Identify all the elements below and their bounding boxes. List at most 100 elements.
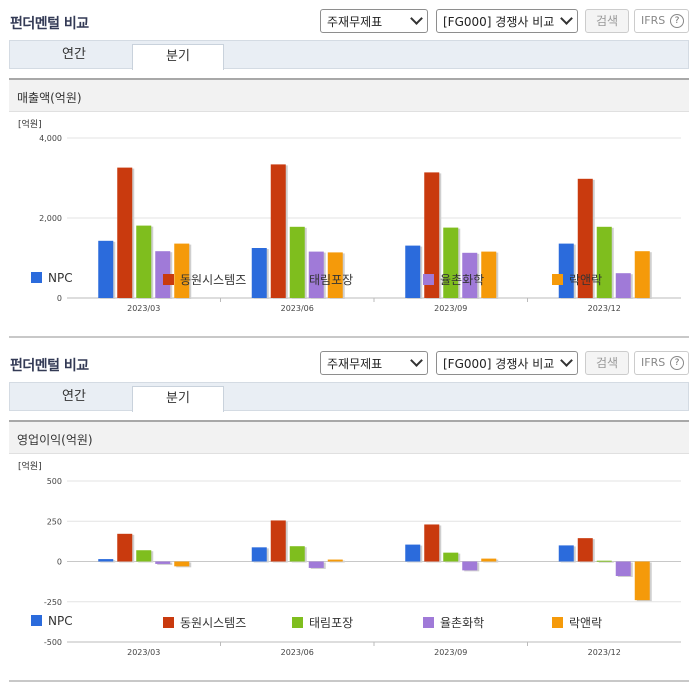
legend-swatch <box>552 617 563 628</box>
legend-swatch <box>31 615 42 626</box>
section-title: 펀더멘털 비교 <box>10 16 89 32</box>
bar[interactable] <box>577 178 593 298</box>
legend-item[interactable]: 락앤락 <box>552 271 602 288</box>
bar[interactable] <box>155 561 171 564</box>
y-unit-label: [억원] <box>18 118 42 130</box>
y-tick-label: 0 <box>57 558 62 567</box>
bar[interactable] <box>615 273 631 298</box>
search-button[interactable]: 검색 <box>585 9 629 33</box>
bar[interactable] <box>136 550 152 562</box>
legend-item[interactable]: 동원시스템즈 <box>163 271 246 288</box>
legend-item[interactable]: 동원시스템즈 <box>163 614 246 631</box>
y-tick-label: 0 <box>57 294 62 303</box>
bar[interactable] <box>596 226 612 298</box>
bar[interactable] <box>251 547 267 562</box>
bar[interactable] <box>308 561 324 568</box>
bar[interactable] <box>462 252 478 298</box>
bar[interactable] <box>481 251 497 298</box>
x-tick-label: 2023/09 <box>434 304 467 313</box>
fundamental-section-operating-income: 펀더멘털 비교 주재무제표 [FG000] 경쟁사 비교 검색 IFRS ? 연… <box>0 342 696 682</box>
legend-swatch <box>163 617 174 628</box>
section-header: 펀더멘털 비교 주재무제표 [FG000] 경쟁사 비교 검색 IFRS ? <box>0 342 696 382</box>
chart-panel-title: 영업이익(억원) <box>9 422 689 454</box>
legend-label: 락앤락 <box>569 616 603 630</box>
help-icon[interactable]: ? <box>670 356 684 370</box>
legend-item[interactable]: NPC <box>31 271 73 285</box>
bar[interactable] <box>424 524 440 562</box>
ifrs-label: IFRS <box>641 14 666 27</box>
bar[interactable] <box>327 559 343 562</box>
bar[interactable] <box>443 227 459 298</box>
bar[interactable] <box>327 252 343 298</box>
peer-group-select[interactable]: [FG000] 경쟁사 비교 <box>436 351 578 375</box>
legend-item[interactable]: 태림포장 <box>292 614 353 631</box>
legend-label: NPC <box>48 614 73 628</box>
y-tick-label: 250 <box>47 517 62 526</box>
bar[interactable] <box>481 558 497 562</box>
bar[interactable] <box>117 533 133 562</box>
peer-group-value: [FG000] 경쟁사 비교 <box>443 357 555 371</box>
legend-swatch <box>423 617 434 628</box>
bar[interactable] <box>577 538 593 562</box>
chevron-down-icon <box>410 354 423 367</box>
x-tick-label: 2023/06 <box>281 304 314 313</box>
ifrs-button[interactable]: IFRS ? <box>634 351 689 375</box>
legend-item[interactable]: 태림포장 <box>292 271 353 288</box>
bar[interactable] <box>98 559 114 562</box>
bar[interactable] <box>424 172 440 298</box>
bar[interactable] <box>136 225 152 298</box>
bar[interactable] <box>596 560 612 562</box>
bar[interactable] <box>270 164 286 298</box>
bar[interactable] <box>634 561 650 601</box>
statement-type-value: 주재무제표 <box>327 357 383 371</box>
peer-group-select[interactable]: [FG000] 경쟁사 비교 <box>436 9 578 33</box>
tab-annual[interactable]: 연간 <box>62 47 86 62</box>
chevron-down-icon <box>560 12 573 25</box>
tab-quarterly[interactable]: 분기 <box>132 386 224 412</box>
bar[interactable] <box>251 248 267 298</box>
bar[interactable] <box>405 245 421 298</box>
ifrs-button[interactable]: IFRS ? <box>634 9 689 33</box>
legend-item[interactable]: NPC <box>31 614 73 628</box>
statement-type-select[interactable]: 주재무제표 <box>320 9 428 33</box>
bar[interactable] <box>615 561 631 576</box>
search-button[interactable]: 검색 <box>585 351 629 375</box>
tab-annual[interactable]: 연간 <box>62 389 86 404</box>
y-tick-label: 2,000 <box>39 214 62 223</box>
legend-item[interactable]: 율촌화학 <box>423 614 484 631</box>
bar[interactable] <box>462 561 478 571</box>
bar[interactable] <box>117 167 133 298</box>
bar[interactable] <box>558 545 574 562</box>
bar[interactable] <box>634 251 650 298</box>
legend-label: NPC <box>48 271 73 285</box>
statement-type-select[interactable]: 주재무제표 <box>320 351 428 375</box>
legend-label: 동원시스템즈 <box>180 616 247 630</box>
chevron-down-icon <box>560 354 573 367</box>
x-tick-label: 2023/09 <box>434 648 467 657</box>
legend-label: 율촌화학 <box>440 616 485 630</box>
bar[interactable] <box>174 243 190 298</box>
bar[interactable] <box>270 520 286 562</box>
section-title: 펀더멘털 비교 <box>10 358 89 374</box>
section-divider <box>9 680 689 682</box>
bar[interactable] <box>405 544 421 562</box>
legend-item[interactable]: 락앤락 <box>552 614 602 631</box>
legend-swatch <box>552 274 563 285</box>
help-icon[interactable]: ? <box>670 14 684 28</box>
legend-swatch <box>292 617 303 628</box>
legend-item[interactable]: 율촌화학 <box>423 271 484 288</box>
legend-label: 태림포장 <box>309 616 354 630</box>
bar[interactable] <box>98 240 114 298</box>
period-tabs: 연간 분기 <box>9 382 689 412</box>
tab-quarterly[interactable]: 분기 <box>132 44 224 70</box>
bar[interactable] <box>443 552 459 562</box>
bar[interactable] <box>155 251 171 298</box>
bar[interactable] <box>174 561 190 567</box>
bar[interactable] <box>308 251 324 298</box>
legend-swatch <box>292 274 303 285</box>
bar[interactable] <box>289 546 305 562</box>
x-tick-label: 2023/12 <box>588 648 621 657</box>
fundamental-section-revenue: 펀더멘털 비교 주재무제표 [FG000] 경쟁사 비교 검색 IFRS ? 연… <box>0 0 696 338</box>
y-tick-label: 4,000 <box>39 134 62 143</box>
legend-label: 율촌화학 <box>440 273 485 287</box>
